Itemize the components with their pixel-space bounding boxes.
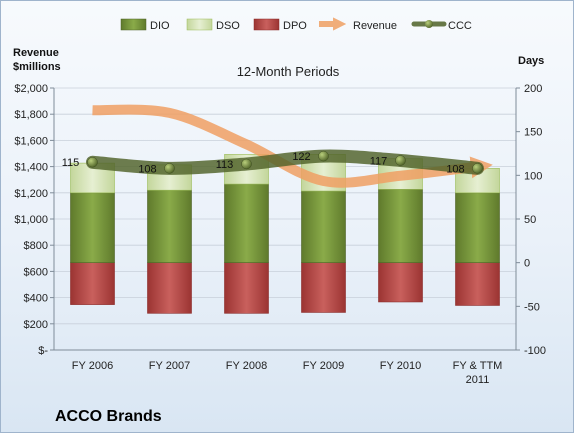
legend-swatch-dpo xyxy=(253,18,280,31)
right-tick-label: 0 xyxy=(524,258,530,270)
bar-dio xyxy=(70,192,115,263)
ccc-point xyxy=(241,158,252,170)
left-tick-label: $1,000 xyxy=(14,214,48,226)
legend: DIO DSO DPO Revenue CCC xyxy=(120,17,472,32)
bar-dpo xyxy=(70,262,115,305)
category-label: FY & TTM xyxy=(453,360,503,372)
bar-dpo xyxy=(224,262,269,314)
legend-swatch-dio xyxy=(120,18,147,31)
bar-dio xyxy=(455,192,500,263)
ccc-data-label: 115 xyxy=(62,157,80,169)
ccc-data-label: 108 xyxy=(138,163,156,175)
category-label: FY 2010 xyxy=(380,360,421,372)
ccc-series: 115 108 113 122 117 108 xyxy=(62,149,484,175)
left-tick-label: $800 xyxy=(24,240,48,252)
bar-dio xyxy=(301,190,346,263)
bar-dio xyxy=(224,183,269,263)
left-tick-label: $2,000 xyxy=(14,83,48,95)
right-tick-label: -50 xyxy=(524,301,540,313)
ccc-point xyxy=(87,156,98,168)
legend-label-dio: DIO xyxy=(150,20,170,32)
gridlines xyxy=(54,87,516,351)
left-tick-label: $1,800 xyxy=(14,109,48,121)
left-tick-label: $1,200 xyxy=(14,188,48,200)
left-tick-label: $200 xyxy=(24,319,48,331)
right-axis-ticks: -100 -50 0 50 100 150 200 xyxy=(516,83,546,357)
ccc-point xyxy=(395,155,406,166)
ccc-data-label: 122 xyxy=(292,151,310,163)
left-axis-ticks: $- $200 $400 $600 $800 $1,000 $1,200 $1,400 $1,6… xyxy=(14,83,54,357)
bar-series xyxy=(70,154,500,314)
bar-dio xyxy=(378,189,423,263)
left-tick-label: $400 xyxy=(24,293,48,305)
left-tick-label: $1,400 xyxy=(14,162,48,174)
left-axis-title-line2: $millions xyxy=(13,61,61,73)
category-label-line2: 2011 xyxy=(466,374,490,386)
ccc-point xyxy=(318,150,329,162)
category-label: FY 2007 xyxy=(149,360,190,372)
right-tick-label: 100 xyxy=(524,170,542,182)
legend-label-dso: DSO xyxy=(216,20,240,32)
right-tick-label: 150 xyxy=(524,127,542,139)
legend-marker-ccc xyxy=(425,20,433,28)
bar-dpo xyxy=(147,262,192,314)
category-label: FY 2008 xyxy=(226,360,267,372)
left-tick-label: $600 xyxy=(24,266,48,278)
ccc-data-label: 113 xyxy=(216,159,234,171)
chart-title: ACCO Brands xyxy=(55,408,162,425)
legend-label-ccc: CCC xyxy=(448,20,472,32)
left-tick-label: $1,600 xyxy=(14,135,48,147)
ccc-data-label: 108 xyxy=(446,163,464,175)
category-labels: FY 2006 FY 2007 FY 2008 FY 2009 FY 2010 FY & … xyxy=(72,360,503,386)
legend-label-dpo: DPO xyxy=(283,20,307,32)
legend-swatch-dso xyxy=(186,18,213,31)
right-axis-title: Days xyxy=(518,55,544,67)
right-tick-label: 50 xyxy=(524,214,536,226)
ccc-point xyxy=(164,163,175,174)
bar-dpo xyxy=(301,262,346,313)
bar-dio xyxy=(147,189,192,263)
bar-dpo xyxy=(378,262,423,303)
ccc-point xyxy=(472,163,483,174)
right-tick-label: -100 xyxy=(524,345,546,357)
ccc-line xyxy=(86,149,484,175)
left-axis-title-line1: Revenue xyxy=(13,47,59,59)
left-tick-label: $- xyxy=(38,345,48,357)
bar-dpo xyxy=(455,262,500,306)
ccc-data-label: 117 xyxy=(370,155,388,167)
chart-subtitle: 12-Month Periods xyxy=(237,64,340,79)
right-tick-label: 200 xyxy=(524,83,542,95)
category-label: FY 2009 xyxy=(303,360,344,372)
category-label: FY 2006 xyxy=(72,360,113,372)
legend-label-revenue: Revenue xyxy=(353,20,397,32)
